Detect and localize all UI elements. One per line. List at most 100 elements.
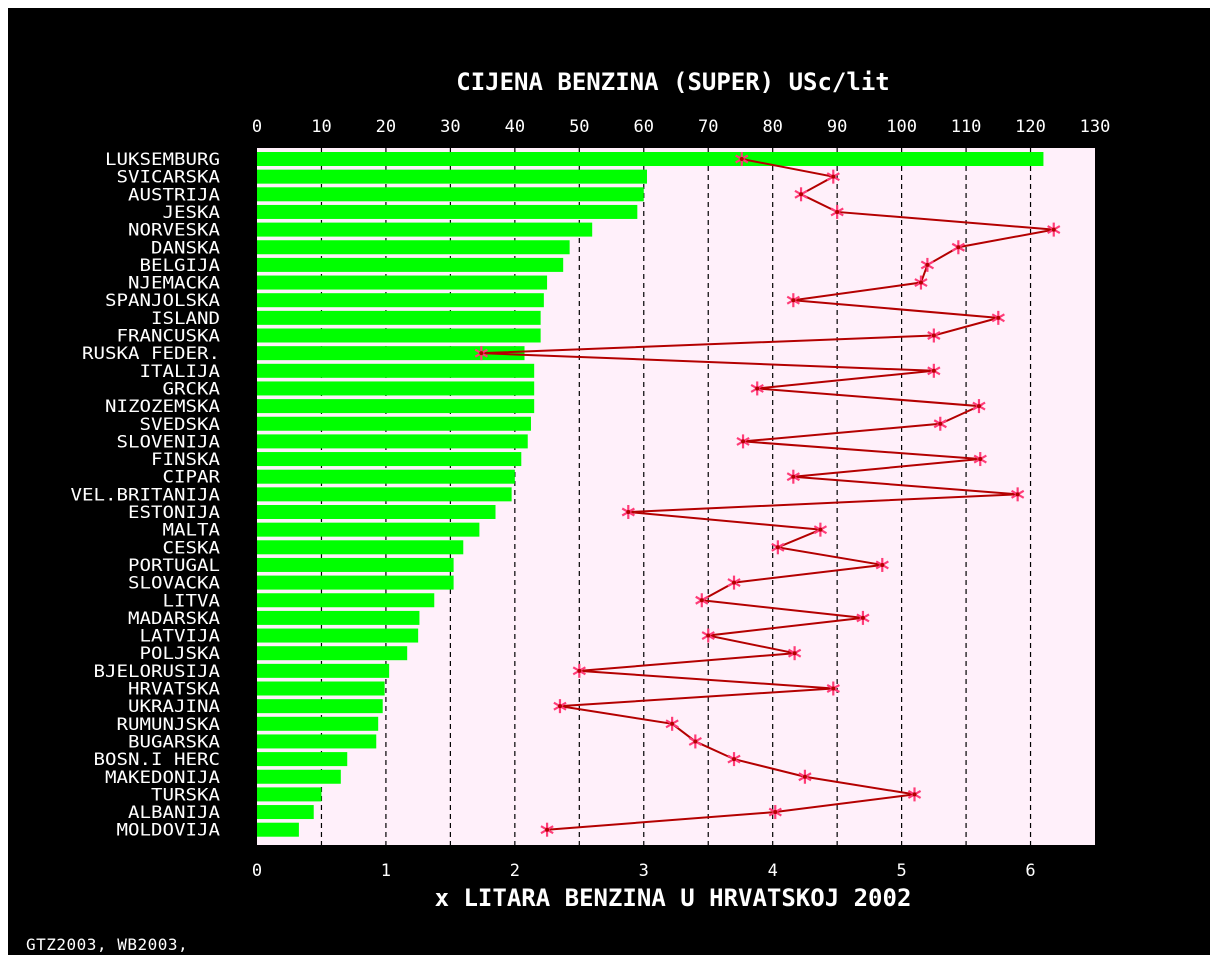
bar	[257, 699, 383, 714]
bar	[257, 187, 644, 202]
chart-screen: CIJENA BENZINA (SUPER) USc/lit 0 10 20 30 40…	[8, 8, 1210, 955]
category-label: VEL.BRITANIJA	[71, 485, 221, 505]
bottom-axis-ticks: 0 1 2 3 4 5 6	[252, 861, 1036, 881]
category-label: NJEMACKA	[128, 274, 220, 294]
category-label: MOLDOVIJA	[117, 821, 221, 841]
bar	[257, 610, 420, 625]
bar	[257, 399, 535, 414]
category-label: LITVA	[163, 591, 221, 611]
ratio-marker	[813, 522, 828, 537]
top-tick-label: 10	[311, 117, 331, 137]
category-label: MADARSKA	[128, 609, 220, 629]
category-label: AUSTRIJA	[128, 185, 220, 205]
bar	[257, 575, 454, 590]
top-tick-label: 110	[951, 117, 982, 137]
ratio-marker	[1047, 222, 1061, 237]
bar	[257, 681, 385, 696]
bar	[257, 628, 419, 643]
bar	[257, 505, 496, 519]
bar	[257, 716, 379, 731]
top-tick-label: 70	[698, 117, 718, 137]
bottom-tick-label: 1	[381, 861, 391, 881]
bar-series	[257, 152, 1044, 837]
ratio-marker	[695, 593, 709, 608]
category-label: SLOVENIJA	[117, 432, 221, 452]
bar	[257, 805, 314, 820]
category-label: ALBANIJA	[128, 803, 220, 823]
bar	[257, 434, 528, 449]
ratio-marker	[920, 257, 935, 272]
category-label: PORTUGAL	[128, 556, 220, 576]
top-tick-label: 90	[827, 117, 847, 137]
ratio-marker	[572, 663, 586, 678]
bar	[257, 222, 593, 237]
bar	[257, 769, 341, 784]
bar	[257, 152, 1044, 166]
bottom-tick-label: 3	[639, 861, 649, 881]
ratio-marker	[750, 381, 764, 396]
bar	[257, 734, 377, 749]
bar	[257, 381, 535, 396]
bar	[257, 346, 525, 361]
bar	[257, 469, 515, 484]
chart-title: CIJENA BENZINA (SUPER) USc/lit	[456, 68, 889, 96]
ratio-marker	[798, 769, 812, 784]
bar	[257, 522, 480, 537]
ratio-marker	[991, 310, 1005, 325]
top-tick-label: 120	[1015, 117, 1046, 137]
category-label: RUMUNJSKA	[117, 715, 221, 735]
bar	[257, 328, 541, 343]
top-tick-label: 60	[634, 117, 654, 137]
category-label: MALTA	[163, 521, 221, 541]
top-axis-ticks: 0 10 20 30 40 50 60 70 80 90 100 110 120 130	[252, 117, 1110, 137]
bottom-tick-label: 4	[768, 861, 778, 881]
top-tick-label: 130	[1080, 117, 1111, 137]
bottom-tick-label: 2	[510, 861, 520, 881]
bar	[257, 557, 454, 572]
ratio-marker	[771, 540, 785, 555]
bar	[257, 487, 512, 502]
category-label: MAKEDONIJA	[105, 768, 220, 788]
x-axis-label: x LITARA BENZINA U HRVATSKOJ 2002	[435, 884, 912, 912]
ratio-marker	[972, 399, 986, 414]
ratio-marker	[927, 328, 941, 343]
source-footnote: GTZ2003, WB2003,	[26, 935, 189, 954]
bar	[257, 752, 348, 767]
ratio-marker	[787, 646, 802, 661]
chart-svg: CIJENA BENZINA (SUPER) USc/lit 0 10 20 30 40…	[71, 68, 1111, 912]
ratio-marker	[621, 505, 635, 519]
ratio-marker	[875, 557, 889, 572]
bar	[257, 646, 408, 661]
ratio-marker	[786, 293, 800, 308]
category-label: CIPAR	[163, 468, 221, 488]
ratio-marker	[951, 240, 965, 255]
ratio-marker	[786, 469, 800, 484]
bar	[257, 593, 435, 608]
category-label: GRCKA	[163, 379, 221, 399]
category-label: FRANCUSKA	[117, 327, 221, 347]
ratio-marker	[701, 628, 715, 643]
bar	[257, 540, 464, 555]
category-label: SVEDSKA	[140, 415, 221, 435]
ratio-marker	[474, 346, 488, 361]
top-tick-label: 20	[376, 117, 396, 137]
category-label: NORVESKA	[128, 221, 220, 241]
ratio-marker	[914, 275, 928, 290]
category-label: POLJSKA	[140, 644, 221, 664]
ratio-marker	[735, 152, 749, 166]
category-label: BUGARSKA	[128, 732, 220, 752]
category-label: ISLAND	[151, 309, 220, 329]
bottom-tick-label: 0	[252, 861, 262, 881]
ratio-markers	[474, 152, 1061, 837]
bar	[257, 275, 548, 290]
ratio-marker	[736, 434, 750, 449]
category-label: ITALIJA	[140, 362, 221, 382]
bar	[257, 240, 570, 255]
category-label: TURSKA	[151, 785, 220, 805]
ratio-marker	[794, 187, 808, 202]
category-label: SPANJOLSKA	[105, 291, 220, 311]
category-label: BJELORUSIJA	[94, 662, 221, 682]
ratio-marker	[1011, 487, 1025, 502]
bar	[257, 169, 647, 184]
bar	[257, 787, 322, 802]
